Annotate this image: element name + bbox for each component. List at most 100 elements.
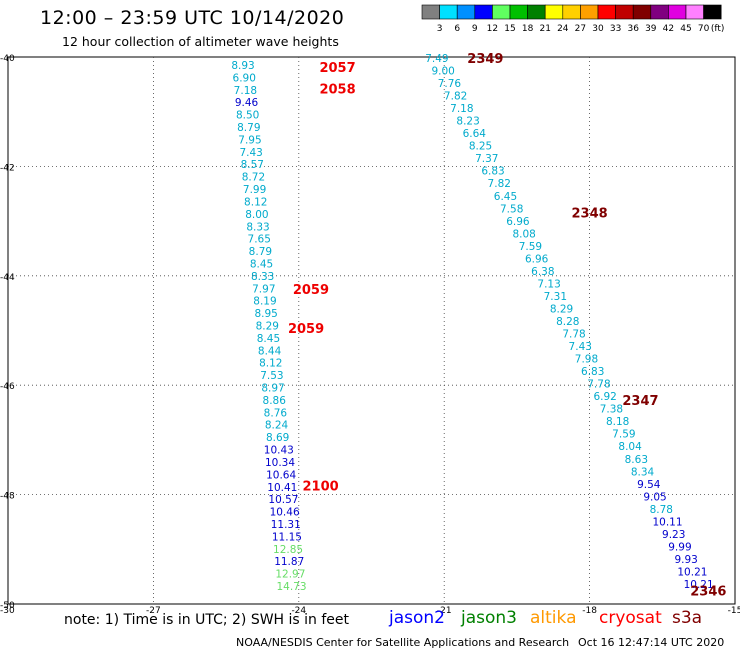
colorbar-label: 36 xyxy=(627,24,639,34)
swh-value: 10.64 xyxy=(266,469,296,481)
colorbar-label: 21 xyxy=(539,24,550,34)
colorbar-label: 30 xyxy=(592,24,604,34)
legend-jason3: jason3 xyxy=(461,608,517,628)
swh-value: 8.50 xyxy=(236,110,259,122)
swh-value: 8.25 xyxy=(469,141,492,153)
swh-value: 8.63 xyxy=(625,454,648,466)
swh-value: 6.83 xyxy=(481,166,504,178)
west-track-values: 8.936.907.189.468.508.797.957.438.578.72… xyxy=(231,60,306,593)
swh-value: 8.33 xyxy=(251,271,274,283)
swh-value: 7.78 xyxy=(562,329,585,341)
swh-value: 8.69 xyxy=(266,432,289,444)
colorbar: 3 6 9 12 15 18 21 24 27 30 33 36 39 42 45 70 (ft) xyxy=(421,4,725,34)
colorbar-label: 39 xyxy=(645,24,657,34)
chart-subtitle: 12 hour collection of altimeter wave hei… xyxy=(62,34,339,49)
swh-value: 7.38 xyxy=(600,404,623,416)
swh-value: 8.12 xyxy=(244,196,267,208)
swh-value: 8.44 xyxy=(258,345,282,357)
swh-value: 8.18 xyxy=(606,416,629,428)
swh-value: 8.24 xyxy=(265,420,289,432)
swh-value: 7.99 xyxy=(243,184,266,196)
swh-value: 8.79 xyxy=(237,122,260,134)
x-tick-label: -21 xyxy=(437,606,452,615)
swh-value: 7.18 xyxy=(450,103,473,115)
swh-value: 7.49 xyxy=(425,53,448,65)
swh-value: 8.76 xyxy=(264,407,288,419)
x-tick-label: -18 xyxy=(582,606,597,615)
swh-value: 10.46 xyxy=(270,507,300,519)
colorbar-label: 33 xyxy=(610,24,621,34)
colorbar-label: 15 xyxy=(504,24,515,34)
swh-value: 11.15 xyxy=(272,531,302,543)
swh-value: 9.93 xyxy=(674,554,697,566)
x-tick-labels: -27 -24 -21 -18 -15 -30 xyxy=(0,606,740,615)
y-tick-label: -44 xyxy=(0,273,15,283)
colorbar-label: 12 xyxy=(487,24,498,34)
swh-value: 7.98 xyxy=(575,354,598,366)
swh-value: 10.21 xyxy=(684,579,714,591)
colorbar-swatch xyxy=(703,4,722,20)
swh-value: 8.78 xyxy=(650,504,673,516)
y-tick-label: -50 xyxy=(0,601,15,611)
swh-value: 7.76 xyxy=(438,78,462,90)
colorbar-swatches xyxy=(421,4,722,20)
pass-time-label: 2347 xyxy=(622,394,658,409)
colorbar-label: 6 xyxy=(454,24,460,34)
swh-value: 6.90 xyxy=(233,72,256,84)
legend-jason2: jason2 xyxy=(389,608,445,628)
swh-value: 12.97 xyxy=(275,569,305,581)
swh-value: 7.95 xyxy=(238,134,261,146)
swh-value: 8.72 xyxy=(242,172,265,184)
swh-value: 6.38 xyxy=(531,266,554,278)
swh-value: 11.87 xyxy=(274,556,304,568)
credit-line: NOAA/NESDIS Center for Satellite Applica… xyxy=(236,636,570,649)
swh-value: 8.95 xyxy=(254,308,277,320)
swh-value: 8.00 xyxy=(245,209,268,221)
pass-time-label: 2100 xyxy=(303,479,339,494)
swh-value: 9.23 xyxy=(662,529,685,541)
wave-height-map: -40 -42 -44 -46 -48 -50 -27 -24 -21 -18 -15 -30 8.… xyxy=(0,52,740,615)
pass-time-labels: 2057 2058 2059 2059 2100 2349 2348 2347 2346 xyxy=(288,52,726,599)
swh-value: 8.45 xyxy=(257,333,280,345)
swh-value: 6.64 xyxy=(463,128,487,140)
colorbar-labels: 3 6 9 12 15 18 21 24 27 30 33 36 39 42 45 70 (ft) xyxy=(437,24,725,34)
swh-value: 7.65 xyxy=(248,234,271,246)
pass-time-label: 2346 xyxy=(690,584,726,599)
swh-value: 10.34 xyxy=(265,457,295,469)
swh-value: 7.37 xyxy=(475,153,498,165)
swh-value: 7.18 xyxy=(234,85,257,97)
pass-time-label: 2059 xyxy=(293,283,329,298)
swh-value: 7.43 xyxy=(569,341,592,353)
swh-value: 9.00 xyxy=(431,66,454,78)
x-tick-label: -24 xyxy=(291,606,306,615)
y-tick-label: -48 xyxy=(0,492,15,502)
swh-value: 8.28 xyxy=(556,316,579,328)
swh-value: 7.97 xyxy=(252,283,275,295)
swh-value: 7.59 xyxy=(612,429,635,441)
pass-time-label: 2348 xyxy=(572,206,608,221)
swh-value: 7.31 xyxy=(544,291,567,303)
swh-value: 8.04 xyxy=(618,441,642,453)
swh-value: 8.08 xyxy=(512,228,535,240)
x-tick-label: -15 xyxy=(728,606,740,615)
swh-value: 8.19 xyxy=(253,296,276,308)
grid-lines xyxy=(8,57,735,604)
y-tick-label: -40 xyxy=(0,54,15,64)
x-tick-label: -27 xyxy=(146,606,161,615)
swh-value: 11.31 xyxy=(271,519,301,531)
swh-value: 10.41 xyxy=(267,482,297,494)
swh-value: 6.96 xyxy=(506,216,530,228)
colorbar-label: 45 xyxy=(680,24,691,34)
swh-value: 10.57 xyxy=(268,494,298,506)
swh-value: 9.99 xyxy=(668,541,691,553)
swh-value: 8.23 xyxy=(456,116,479,128)
pass-time-label: 2057 xyxy=(319,61,355,76)
swh-value: 8.29 xyxy=(550,303,573,315)
swh-value: 14.73 xyxy=(276,581,306,593)
swh-value: 10.21 xyxy=(677,566,707,578)
swh-value: 6.45 xyxy=(494,191,517,203)
swh-value: 9.46 xyxy=(235,97,259,109)
pass-time-label: 2059 xyxy=(288,322,324,337)
east-track-values: 7.499.007.767.827.188.236.648.257.376.83… xyxy=(425,53,713,591)
colorbar-label: 18 xyxy=(522,24,534,34)
